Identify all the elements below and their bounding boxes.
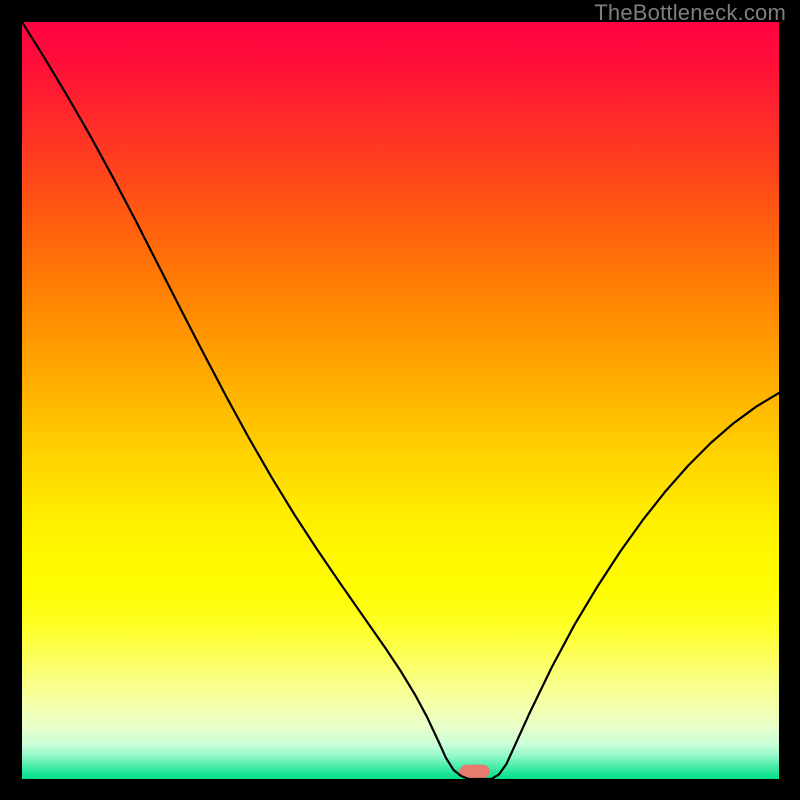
bottleneck-chart [0,0,800,800]
figure-frame: TheBottleneck.com [0,0,800,800]
gradient-background [22,22,779,779]
